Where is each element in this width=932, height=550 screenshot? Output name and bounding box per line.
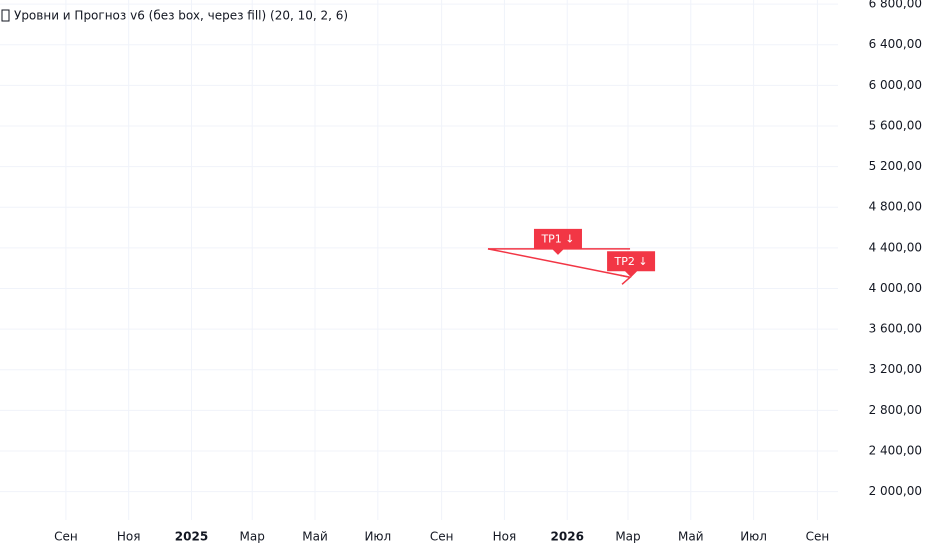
x-tick-label: Ноя (493, 530, 517, 544)
x-tick-label: Мар (615, 530, 640, 544)
chart-title: Уровни и Прогноз v6 (без box, через fill… (14, 9, 348, 23)
y-tick-label: 4 400,00 (869, 240, 922, 254)
y-tick-label: 6 000,00 (869, 78, 922, 92)
x-tick-label: Сен (430, 530, 454, 544)
y-tick-label: 2 800,00 (869, 403, 922, 417)
x-tick-label: 2025 (175, 530, 208, 544)
y-tick-label: 3 600,00 (869, 322, 922, 336)
x-tick-label: Сен (806, 530, 830, 544)
y-tick-label: 2 400,00 (869, 443, 922, 457)
x-tick-label: Мар (240, 530, 265, 544)
annotation-label: TP2 ↓ (614, 255, 648, 268)
x-tick-label: Июл (364, 530, 391, 544)
annotation-box (533, 228, 582, 255)
x-tick-label: Май (678, 530, 704, 544)
y-tick-label: 4 800,00 (869, 200, 922, 214)
missing-glyph-icon (1, 9, 10, 22)
y-tick-label: 5 200,00 (869, 159, 922, 173)
y-tick-label: 5 600,00 (869, 118, 922, 132)
x-tick-label: Май (302, 530, 328, 544)
x-tick-label: 2026 (551, 530, 584, 544)
y-tick-label: 6 800,00 (869, 0, 922, 11)
y-tick-label: 3 200,00 (869, 362, 922, 376)
annotation-label: TP1 ↓ (540, 232, 574, 245)
y-tick-label: 6 400,00 (869, 37, 922, 51)
x-tick-label: Сен (54, 530, 78, 544)
line-series (487, 248, 631, 279)
y-tick-label: 2 000,00 (869, 484, 922, 498)
x-tick-label: Ноя (117, 530, 141, 544)
x-tick-label: Июл (740, 530, 767, 544)
annotation-box (607, 251, 656, 278)
plot-layer: 2 000,00 2 400,00 2 800,00 3 200,00 3 600,00… (54, 0, 922, 544)
arrow-head (619, 274, 632, 285)
y-tick-label: 4 000,00 (869, 281, 922, 295)
